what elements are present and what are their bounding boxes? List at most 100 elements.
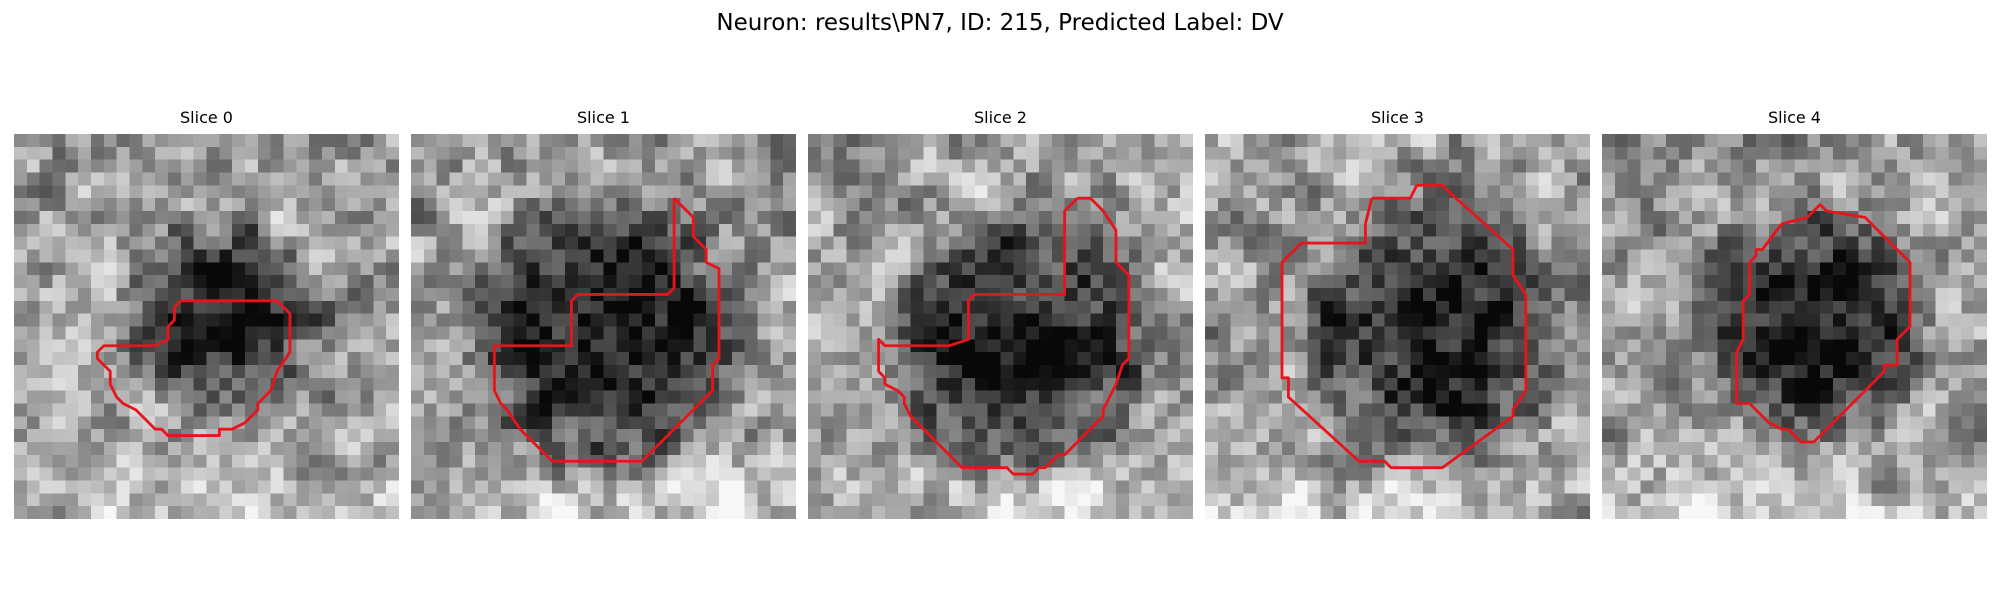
pixel (1217, 262, 1231, 276)
pixel (1564, 467, 1578, 481)
pixel (1026, 429, 1040, 443)
pixel (1320, 493, 1334, 507)
pixel (168, 211, 182, 225)
pixel (706, 467, 720, 481)
pixel (1666, 365, 1680, 379)
pixel (39, 429, 53, 443)
pixel (1026, 198, 1040, 212)
pixel (1307, 352, 1321, 366)
pixel (1371, 262, 1385, 276)
pixel (142, 352, 156, 366)
pixel (1217, 313, 1231, 327)
pixel (449, 134, 463, 148)
pixel (577, 339, 591, 353)
pixel (1640, 300, 1654, 314)
pixel (347, 429, 361, 443)
pixel (1013, 326, 1027, 340)
pixel (52, 493, 66, 507)
pixel (1397, 211, 1411, 225)
pixel (1410, 352, 1424, 366)
pixel (1116, 300, 1130, 314)
pixel (974, 185, 988, 199)
pixel (1128, 134, 1142, 148)
pixel (1691, 262, 1705, 276)
pixel (1781, 275, 1795, 289)
pixel (1461, 493, 1475, 507)
pixel (616, 390, 630, 404)
pixel (1768, 506, 1782, 519)
pixel (1577, 403, 1590, 417)
pixel (719, 506, 733, 519)
pixel (1474, 454, 1488, 468)
pixel (219, 326, 233, 340)
pixel (411, 236, 425, 250)
pixel (1500, 249, 1514, 263)
pixel (1051, 467, 1065, 481)
pixel (1666, 185, 1680, 199)
pixel (155, 377, 169, 391)
pixel (1871, 506, 1885, 519)
pixel (1180, 185, 1193, 199)
pixel (987, 185, 1001, 199)
pixel (26, 429, 40, 443)
pixel (283, 288, 297, 302)
pixel (667, 480, 681, 494)
pixel (1833, 275, 1847, 289)
pixel (1039, 146, 1053, 160)
pixel (1820, 467, 1834, 481)
pixel (1154, 416, 1168, 430)
pixel (1013, 377, 1027, 391)
pixel (1768, 172, 1782, 186)
pixel (1691, 493, 1705, 507)
pixel (539, 377, 553, 391)
pixel (667, 172, 681, 186)
pixel (296, 493, 310, 507)
pixel (1768, 313, 1782, 327)
pixel (1359, 326, 1373, 340)
pixel (1910, 159, 1924, 173)
pixel (1948, 339, 1962, 353)
pixel (719, 416, 733, 430)
pixel (1525, 377, 1539, 391)
pixel (1833, 467, 1847, 481)
pixel (1397, 429, 1411, 443)
pixel (872, 442, 886, 456)
pixel (974, 403, 988, 417)
pixel (1269, 185, 1283, 199)
pixel (1871, 198, 1885, 212)
pixel (1653, 352, 1667, 366)
pixel (962, 467, 976, 481)
pixel (1974, 493, 1987, 507)
pixel (897, 467, 911, 481)
pixel (232, 172, 246, 186)
pixel (962, 352, 976, 366)
pixel (142, 313, 156, 327)
pixel (731, 442, 745, 456)
pixel (1154, 454, 1168, 468)
pixel (1077, 134, 1091, 148)
pixel (129, 262, 143, 276)
pixel (1500, 185, 1514, 199)
pixel (1820, 506, 1834, 519)
pixel (1090, 365, 1104, 379)
pixel (1474, 172, 1488, 186)
pixel (1614, 377, 1628, 391)
pixel (14, 377, 28, 391)
pixel (373, 493, 387, 507)
pixel (987, 377, 1001, 391)
pixel (846, 480, 860, 494)
pixel (373, 416, 387, 430)
pixel (642, 185, 656, 199)
pixel (1691, 159, 1705, 173)
pixel (65, 236, 79, 250)
pixel (1269, 198, 1283, 212)
pixel (757, 185, 771, 199)
pixel (423, 313, 437, 327)
pixel (142, 429, 156, 443)
pixel (500, 172, 514, 186)
pixel (1910, 442, 1924, 456)
pixel (629, 313, 643, 327)
pixel (1845, 185, 1859, 199)
pixel (1000, 134, 1014, 148)
pixel (1922, 262, 1936, 276)
